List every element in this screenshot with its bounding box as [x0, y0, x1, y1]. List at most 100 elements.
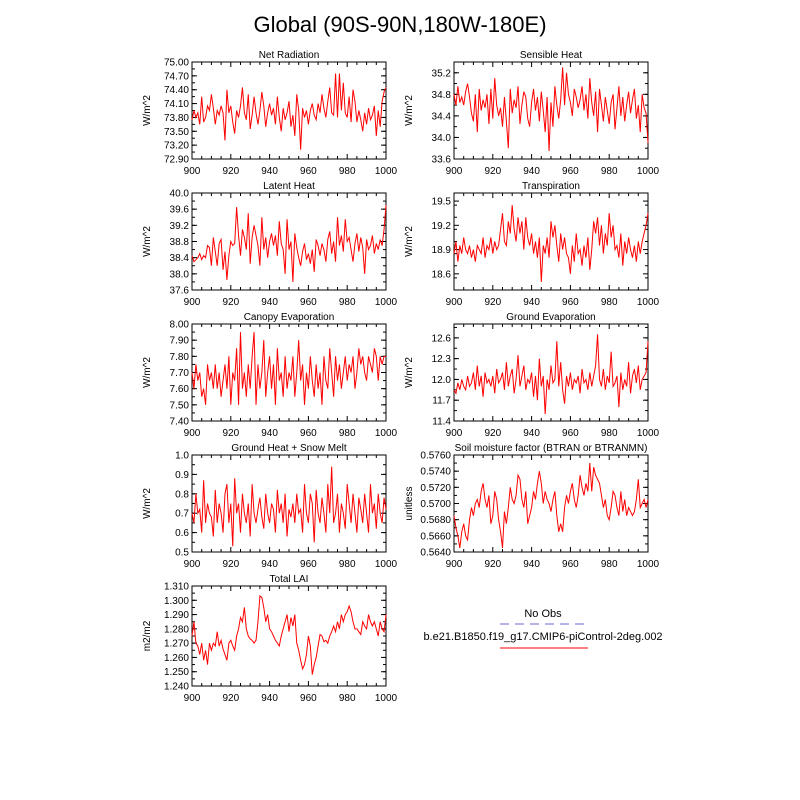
y-axis-label: W/m^2: [404, 95, 415, 126]
x-tick-label: 900: [446, 297, 463, 308]
y-tick-label: 0.5: [175, 548, 189, 559]
y-tick-label: 38.0: [170, 269, 190, 280]
x-tick-label: 920: [222, 297, 239, 308]
x-tick-label: 920: [484, 166, 501, 177]
y-tick-label: 74.70: [164, 71, 189, 82]
x-tick-label: 1000: [637, 166, 660, 177]
y-tick-label: 0.5720: [420, 483, 451, 494]
y-tick-label: 0.5640: [420, 548, 451, 559]
x-tick-label: 960: [300, 693, 317, 704]
y-tick-label: 11.4: [432, 417, 451, 428]
figure-title: Global (90S-90N,180W-180E): [253, 12, 546, 37]
x-tick-label: 980: [601, 297, 618, 308]
y-tick-label: 1.250: [164, 667, 189, 678]
x-tick-label: 900: [184, 297, 201, 308]
x-tick-label: 940: [261, 693, 278, 704]
x-tick-label: 940: [523, 559, 540, 570]
panel-3: Latent Heat W/m^2 900 920 940 960 980 1000 37.6 3…: [142, 181, 398, 308]
x-tick-label: 1000: [375, 428, 398, 439]
panel-5: Canopy Evaporation W/m^2 900 920 940 960 980 10…: [142, 312, 398, 439]
x-tick-label: 980: [601, 559, 618, 570]
y-tick-label: 1.290: [164, 610, 189, 621]
x-tick-label: 920: [222, 166, 239, 177]
panel-7: Ground Heat + Snow Melt W/m^2 900 920 940 960…: [142, 443, 398, 570]
y-tick-label: 7.60: [170, 384, 190, 395]
x-tick-label: 920: [222, 428, 239, 439]
panel-9: Total LAI m2/m2 900 920 940 960 980 1000 1.240 1.…: [142, 574, 398, 704]
x-tick-label: 980: [339, 693, 356, 704]
series-line: [191, 595, 387, 675]
y-tick-label: 12.6: [432, 333, 452, 344]
y-tick-label: 18.6: [432, 269, 452, 280]
x-tick-label: 940: [261, 428, 278, 439]
x-tick-label: 920: [222, 693, 239, 704]
y-tick-label: 7.50: [170, 400, 190, 411]
y-tick-label: 73.20: [164, 141, 189, 152]
x-tick-label: 920: [484, 559, 501, 570]
x-tick-label: 1000: [375, 166, 398, 177]
panel-title: Canopy Evaporation: [244, 312, 335, 323]
x-tick-label: 920: [222, 559, 239, 570]
y-tick-label: 1.240: [164, 682, 189, 693]
panel-4: Transpiration W/m^2 900 920 940 960 980 1000 18.…: [404, 181, 660, 308]
y-tick-label: 35.2: [432, 68, 452, 79]
y-tick-label: 34.4: [432, 111, 452, 122]
x-tick-label: 960: [300, 428, 317, 439]
x-tick-label: 1000: [375, 297, 398, 308]
y-tick-label: 1.260: [164, 653, 189, 664]
y-axis-label: W/m^2: [404, 226, 415, 257]
y-tick-label: 1.280: [164, 624, 189, 635]
y-tick-label: 74.40: [164, 85, 189, 96]
panel-8: Soil moisture factor (BTRAN or BTRANMN) u…: [404, 443, 660, 570]
x-tick-label: 940: [261, 559, 278, 570]
series-line: [453, 205, 649, 282]
y-tick-label: 1.0: [175, 451, 189, 462]
series-line: [191, 332, 386, 405]
x-tick-label: 900: [184, 166, 201, 177]
x-tick-label: 960: [300, 166, 317, 177]
x-tick-label: 900: [184, 428, 201, 439]
panel-1: Net Radiation W/m^2 900 920 940 960 980 1000 72.…: [142, 50, 398, 177]
y-tick-label: 0.9: [175, 470, 189, 481]
x-tick-label: 960: [300, 297, 317, 308]
y-tick-label: 39.2: [170, 221, 190, 232]
x-tick-label: 900: [446, 428, 463, 439]
y-tick-label: 1.310: [164, 582, 189, 593]
series-line: [191, 466, 387, 547]
y-axis-label: W/m^2: [142, 488, 153, 519]
series-line: [453, 463, 649, 549]
y-tick-label: 0.5740: [420, 467, 451, 478]
panel-title: Net Radiation: [259, 50, 320, 61]
x-tick-label: 980: [339, 428, 356, 439]
x-tick-label: 940: [261, 297, 278, 308]
y-tick-label: 12.3: [432, 354, 452, 365]
y-tick-label: 34.0: [432, 133, 452, 144]
x-tick-label: 920: [484, 297, 501, 308]
y-tick-label: 75.00: [164, 58, 189, 69]
y-tick-label: 11.7: [432, 396, 451, 407]
y-tick-label: 7.80: [170, 352, 190, 363]
y-tick-label: 7.40: [170, 417, 190, 428]
x-tick-label: 940: [261, 166, 278, 177]
x-tick-label: 1000: [637, 297, 660, 308]
y-tick-label: 0.6: [175, 528, 189, 539]
x-tick-label: 1000: [375, 693, 398, 704]
y-tick-label: 1.300: [164, 596, 189, 607]
y-axis-label: W/m^2: [142, 357, 153, 388]
panel-title: Ground Evaporation: [506, 312, 596, 323]
x-tick-label: 900: [446, 559, 463, 570]
x-tick-label: 980: [339, 166, 356, 177]
x-tick-label: 940: [523, 166, 540, 177]
y-tick-label: 73.80: [164, 113, 189, 124]
series-line: [191, 205, 387, 282]
y-tick-label: 33.6: [432, 155, 452, 166]
y-tick-label: 1.270: [164, 639, 189, 650]
panel-2: Sensible Heat W/m^2 900 920 940 960 980 1000 33.…: [404, 50, 660, 177]
y-tick-label: 0.8: [175, 489, 189, 500]
y-tick-label: 19.5: [432, 197, 452, 208]
panel-title: Ground Heat + Snow Melt: [231, 443, 347, 454]
x-tick-label: 980: [339, 297, 356, 308]
x-tick-label: 980: [601, 166, 618, 177]
y-tick-label: 38.8: [170, 237, 190, 248]
